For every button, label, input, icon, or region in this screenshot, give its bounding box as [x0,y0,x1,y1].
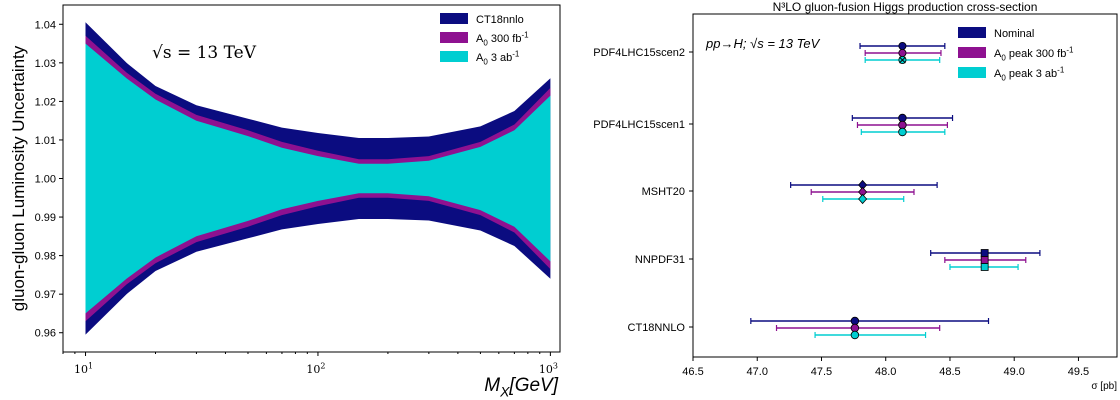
y-tick-label: 0.99 [35,212,56,224]
chart-title: N³LO gluon-fusion Higgs production cross… [773,0,1038,14]
x-tick-label: 102​ [306,362,325,376]
legend-label: Nominal [994,28,1034,40]
category-label: CT18NNLO [628,322,686,334]
x-tick-label: 47.0 [747,366,768,378]
data-point [980,249,989,257]
category-label: MSHT20 [642,186,685,198]
y-tick-label: 1.03 [35,58,56,70]
data-point [850,330,860,340]
category-label: NNPDF31 [635,254,685,266]
y-tick-label: 0.98 [35,251,56,263]
plot-frame [692,13,1118,358]
cross-section-chart: N³LO gluon-fusion Higgs production cross… [593,0,1118,392]
legend-label: A0​ peak 3 ab-1​ [994,66,1065,83]
y-tick-label: 1.04 [35,19,56,31]
legend-swatch [440,13,468,24]
x-tick-label: 49.5 [1068,366,1089,378]
category-label: PDF4LHC15scen2 [593,47,685,59]
x-tick-label: 49.0 [1004,366,1025,378]
legend-swatch [958,67,986,78]
data-point [980,263,989,271]
energy-annotation: √s = 13 TeV [152,43,257,63]
y-tick-label: 1.00 [35,174,56,186]
data-point [858,193,868,205]
x-tick-label: 47.5 [811,366,832,378]
luminosity-chart: 0.96 0.97 0.98 0.99 1.00 1.01 1.02 1.03 1.04 101​… [9,4,561,400]
x-axis-label: σ [pb] [1091,381,1117,392]
energy-annotation: pp→H; √s = 13 TeV [705,36,821,51]
y-axis-label: gluon-gluon Luminosity Uncertainty [9,45,28,311]
data-point-cross [899,56,906,64]
legend-label: A0​ peak 300 fb-1​ [994,46,1074,63]
legend-swatch [958,27,986,38]
y-tick-label: 1.02 [35,96,56,108]
data-point [898,42,907,51]
x-tick-label: 48.0 [875,366,896,378]
x-tick-label: 103​ [539,362,558,376]
legend-label: A0​ 300 fb-1​ [476,31,529,48]
category-label: PDF4LHC15scen1 [593,119,685,131]
x-tick-label: 101​ [74,362,93,376]
legend-swatch [440,51,468,62]
data-point [898,113,907,123]
y-tick-label: 1.01 [35,135,56,147]
y-tick-label: 0.96 [35,328,56,340]
x-tick-label: 46.5 [682,366,703,378]
x-tick-label: 48.5 [939,366,960,378]
data-point [980,256,989,264]
legend-label: A0​ 3 ab-1​ [476,50,520,67]
data-point [850,316,860,326]
data-point [898,127,907,137]
band-3 [85,43,551,314]
data-point [850,323,860,333]
x-axis-label: MX​[GeV] [484,375,558,400]
legend-label: CT18nnlo [476,14,524,26]
legend-swatch [958,47,986,58]
y-tick-label: 0.97 [35,289,56,301]
legend-swatch [440,32,468,43]
data-point [898,49,907,58]
data-point [898,120,907,130]
